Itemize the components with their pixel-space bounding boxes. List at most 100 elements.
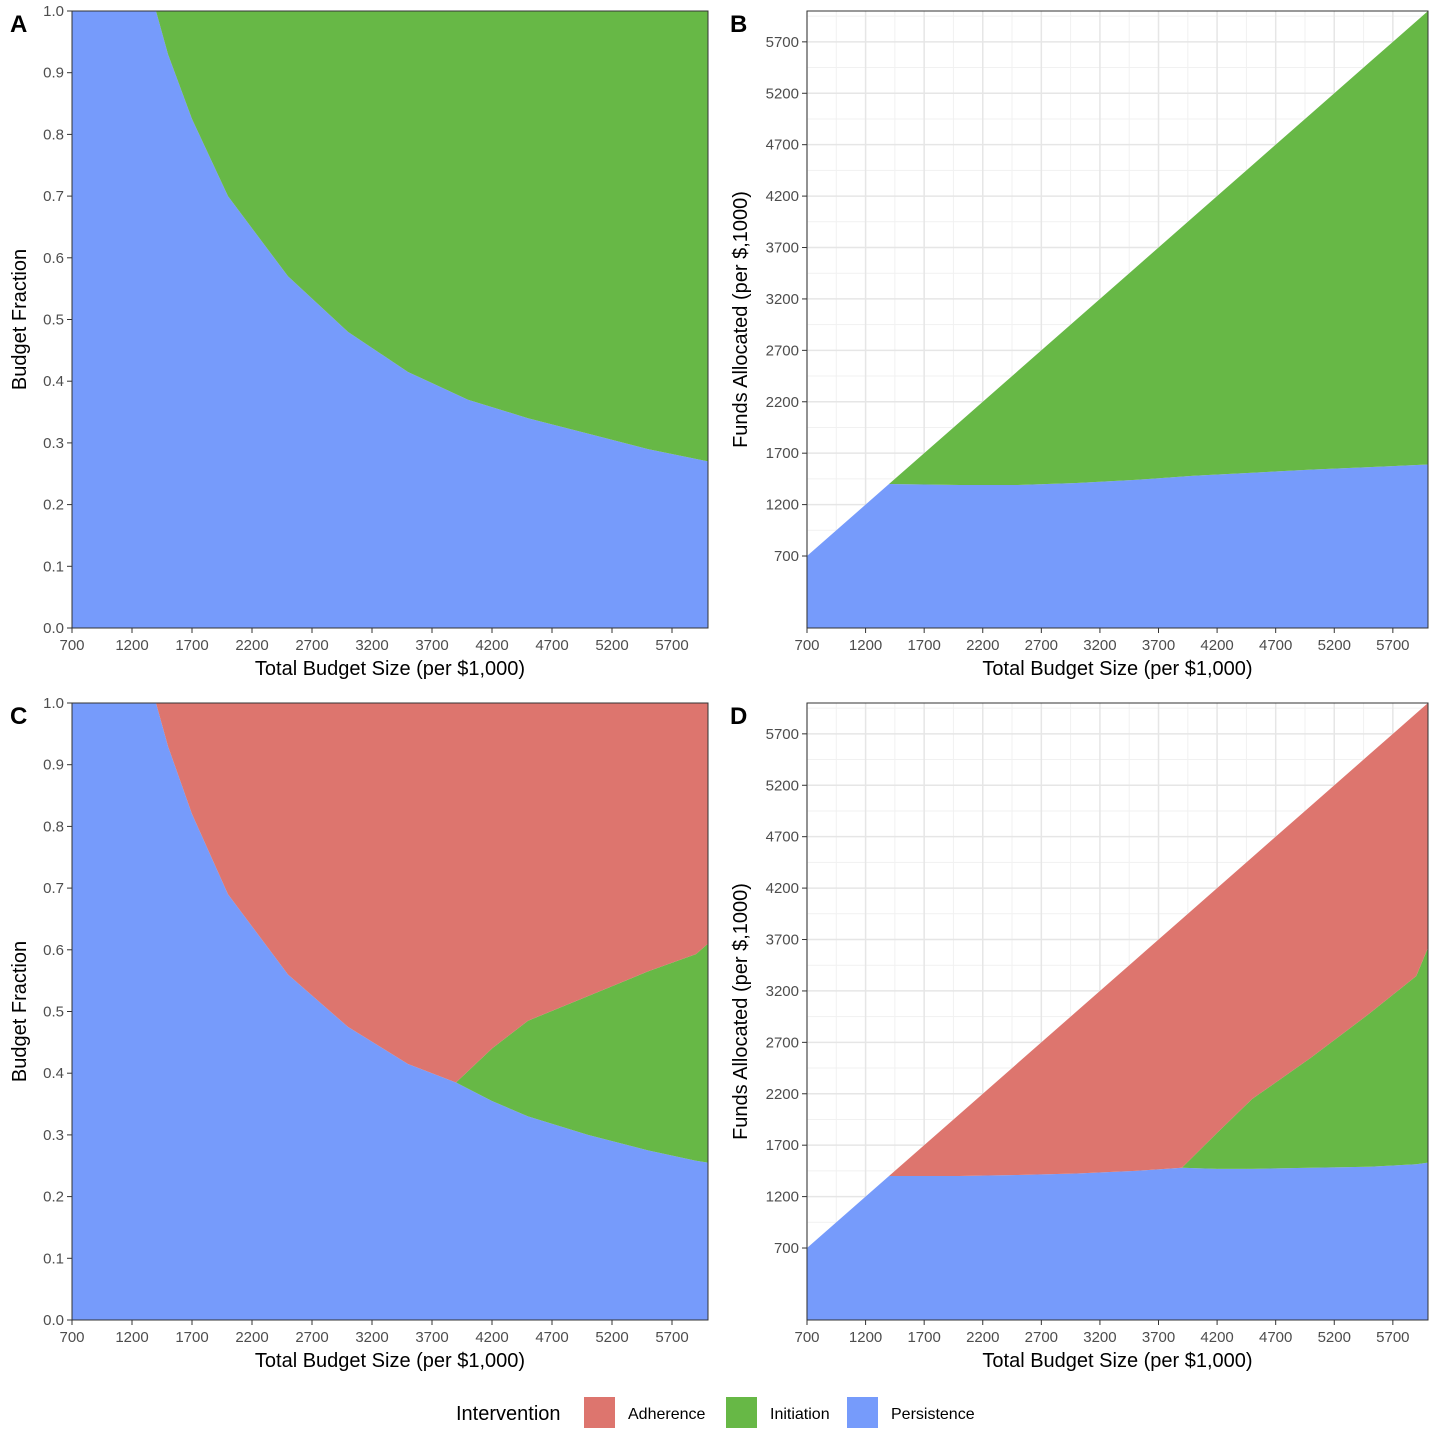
x-tick-label: 4200 <box>1200 637 1233 654</box>
chart-panel-c: 700 1200 1700 2200 2700 3200 3700 4200 4700 5200 5… <box>9 695 709 1372</box>
legend-label-initiation: Initiation <box>770 1406 830 1423</box>
y-tick-label: 0.5 <box>43 1004 64 1021</box>
panel-label: C <box>10 703 27 730</box>
x-tick-label: 5200 <box>1318 637 1351 654</box>
y-tick-label: 4700 <box>766 829 799 846</box>
area-adherence <box>807 703 1428 1249</box>
x-tick-label: 2700 <box>1025 637 1058 654</box>
x-tick-label: 1200 <box>849 1329 882 1346</box>
panel-border <box>806 702 1429 1321</box>
area-initiation <box>72 11 708 462</box>
x-tick-label: 2700 <box>295 1329 328 1346</box>
x-tick-label: 5700 <box>1376 637 1409 654</box>
x-tick-label: 700 <box>794 637 819 654</box>
x-tick-label: 4200 <box>1200 1329 1233 1346</box>
panel-label: A <box>10 11 27 38</box>
area-persistence <box>72 11 708 628</box>
y-axis-title: Funds Allocated (per $,1000) <box>730 191 752 448</box>
x-axis-title: Total Budget Size (per $1,000) <box>982 1350 1252 1372</box>
panel-border <box>806 10 1429 629</box>
area-initiation <box>807 947 1428 1249</box>
y-tick-label: 5700 <box>766 726 799 743</box>
chart-panel-d: 700 1200 1700 2200 2700 3200 3700 4200 4700 5200 5… <box>730 702 1429 1372</box>
y-tick-label: 4700 <box>766 137 799 154</box>
y-tick-label: 0.4 <box>43 1065 64 1082</box>
y-tick-label: 0.3 <box>43 1127 64 1144</box>
x-tick-label: 3700 <box>1142 1329 1175 1346</box>
x-tick-label: 1200 <box>849 637 882 654</box>
x-tick-label: 3700 <box>1142 637 1175 654</box>
y-tick-label: 0.1 <box>43 1250 64 1267</box>
area-initiation <box>807 11 1428 557</box>
y-axis-title: Budget Fraction <box>9 941 31 1082</box>
y-tick-label: 2700 <box>766 1034 799 1051</box>
x-tick-label: 2200 <box>966 637 999 654</box>
x-tick-label: 3200 <box>1083 637 1116 654</box>
x-tick-label: 5700 <box>655 637 688 654</box>
x-tick-label: 4200 <box>475 637 508 654</box>
x-tick-label: 5700 <box>1376 1329 1409 1346</box>
x-tick-label: 1700 <box>175 1329 208 1346</box>
legend-swatch-persistence <box>847 1397 878 1428</box>
y-tick-label: 0.9 <box>43 757 64 774</box>
y-tick-label: 1.0 <box>43 695 64 712</box>
x-axis-title: Total Budget Size (per $1,000) <box>255 658 525 680</box>
x-tick-label: 700 <box>59 1329 84 1346</box>
x-tick-label: 5700 <box>655 1329 688 1346</box>
y-tick-label: 0.9 <box>43 65 64 82</box>
chart-panel-b: 700 1200 1700 2200 2700 3200 3700 4200 4700 5200 5… <box>730 10 1429 680</box>
y-tick-label: 0.6 <box>43 250 64 267</box>
y-tick-label: 5200 <box>766 85 799 102</box>
y-tick-label: 0.2 <box>43 497 64 514</box>
y-tick-label: 0.1 <box>43 558 64 575</box>
y-tick-label: 4200 <box>766 880 799 897</box>
legend-swatch-initiation <box>726 1397 757 1428</box>
x-axis-title: Total Budget Size (per $1,000) <box>982 658 1252 680</box>
legend-label-persistence: Persistence <box>891 1406 975 1423</box>
y-tick-label: 0.7 <box>43 880 64 897</box>
y-tick-label: 0.4 <box>43 373 64 390</box>
x-tick-label: 1700 <box>907 637 940 654</box>
y-tick-label: 0.2 <box>43 1189 64 1206</box>
y-tick-label: 2200 <box>766 394 799 411</box>
legend-label-adherence: Adherence <box>628 1406 705 1423</box>
legend-title: Intervention <box>456 1403 561 1425</box>
x-tick-label: 4200 <box>475 1329 508 1346</box>
x-tick-label: 3700 <box>415 637 448 654</box>
y-tick-label: 5200 <box>766 777 799 794</box>
y-tick-label: 4200 <box>766 188 799 205</box>
y-tick-label: 2700 <box>766 342 799 359</box>
x-axis-title: Total Budget Size (per $1,000) <box>255 1350 525 1372</box>
area-persistence <box>807 464 1428 628</box>
x-tick-label: 700 <box>59 637 84 654</box>
x-tick-label: 2200 <box>235 1329 268 1346</box>
y-axis-title: Budget Fraction <box>9 249 31 390</box>
x-tick-label: 1700 <box>907 1329 940 1346</box>
y-tick-label: 3200 <box>766 291 799 308</box>
chart-panel-a: 700 1200 1700 2200 2700 3200 3700 4200 4700 5200 5… <box>9 3 709 680</box>
y-tick-label: 1200 <box>766 1189 799 1206</box>
x-tick-label: 700 <box>794 1329 819 1346</box>
x-tick-label: 5200 <box>595 637 628 654</box>
y-tick-label: 0.0 <box>43 1312 64 1329</box>
x-tick-label: 2700 <box>295 637 328 654</box>
legend: Intervention Adherence Initiation Persis… <box>456 1397 975 1428</box>
y-tick-label: 0.6 <box>43 942 64 959</box>
y-tick-label: 1.0 <box>43 3 64 20</box>
x-tick-label: 1200 <box>115 1329 148 1346</box>
panel-label: B <box>730 11 747 38</box>
y-tick-label: 0.7 <box>43 188 64 205</box>
x-tick-label: 4700 <box>1259 1329 1292 1346</box>
y-tick-label: 0.8 <box>43 818 64 835</box>
x-tick-label: 5200 <box>595 1329 628 1346</box>
y-tick-label: 0.5 <box>43 312 64 329</box>
x-tick-label: 3200 <box>355 1329 388 1346</box>
legend-swatch-adherence <box>584 1397 615 1428</box>
y-tick-label: 1700 <box>766 445 799 462</box>
y-tick-label: 3200 <box>766 983 799 1000</box>
y-axis-title: Funds Allocated (per $,1000) <box>730 883 752 1140</box>
x-tick-label: 2700 <box>1025 1329 1058 1346</box>
area-persistence <box>807 1162 1428 1320</box>
x-tick-label: 5200 <box>1318 1329 1351 1346</box>
